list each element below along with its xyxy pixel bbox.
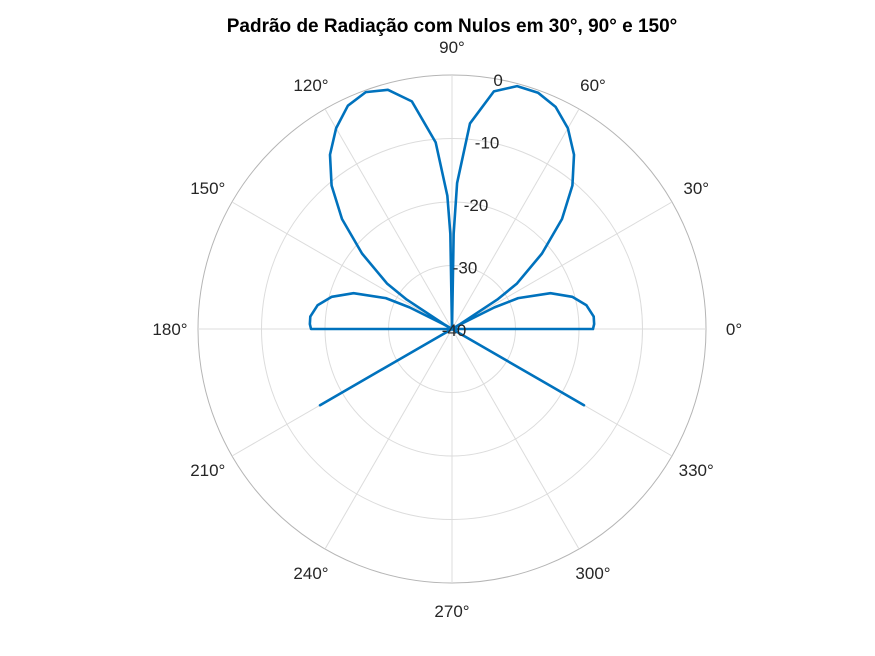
radius-tick-label: -20 <box>464 196 489 215</box>
radiation-pattern-line <box>308 84 596 331</box>
angle-tick-label: 300° <box>575 564 610 583</box>
radiation-pattern-segment <box>450 327 586 407</box>
radius-tick-label: -40 <box>442 321 467 340</box>
angle-grid-spoke <box>451 201 673 330</box>
angle-tick-labels: 0° 30° 60° 90° 120° 150° 180° 210° 240° 270° 300° 3… <box>152 38 742 621</box>
angle-tick-label: 90° <box>439 38 465 57</box>
angle-tick-label: 120° <box>293 76 328 95</box>
angle-tick-label: 150° <box>190 179 225 198</box>
radius-tick-label: -10 <box>475 133 500 152</box>
angle-grid-spoke <box>231 201 453 330</box>
data-layer <box>308 84 596 407</box>
angle-tick-label: 210° <box>190 461 225 480</box>
radius-tick-labels: 0 -10 -20 -30 -40 <box>442 71 503 340</box>
angle-tick-label: 240° <box>293 564 328 583</box>
angle-grid-spoke <box>451 328 580 550</box>
radius-tick-label: -30 <box>453 258 478 277</box>
radius-tick-label: 0 <box>493 71 502 90</box>
angle-tick-label: 60° <box>580 76 606 95</box>
angle-grid-spoke <box>451 108 580 330</box>
angle-grid-spoke <box>324 328 453 550</box>
angle-tick-label: 270° <box>434 602 469 621</box>
radiation-pattern-segment <box>318 327 454 407</box>
angle-grid-spoke <box>324 108 453 330</box>
angle-tick-label: 330° <box>679 461 714 480</box>
angle-tick-label: 180° <box>152 320 187 339</box>
chart-title: Padrão de Radiação com Nulos em 30°, 90°… <box>227 16 678 37</box>
angle-tick-label: 30° <box>683 179 709 198</box>
angle-tick-label: 0° <box>726 320 742 339</box>
